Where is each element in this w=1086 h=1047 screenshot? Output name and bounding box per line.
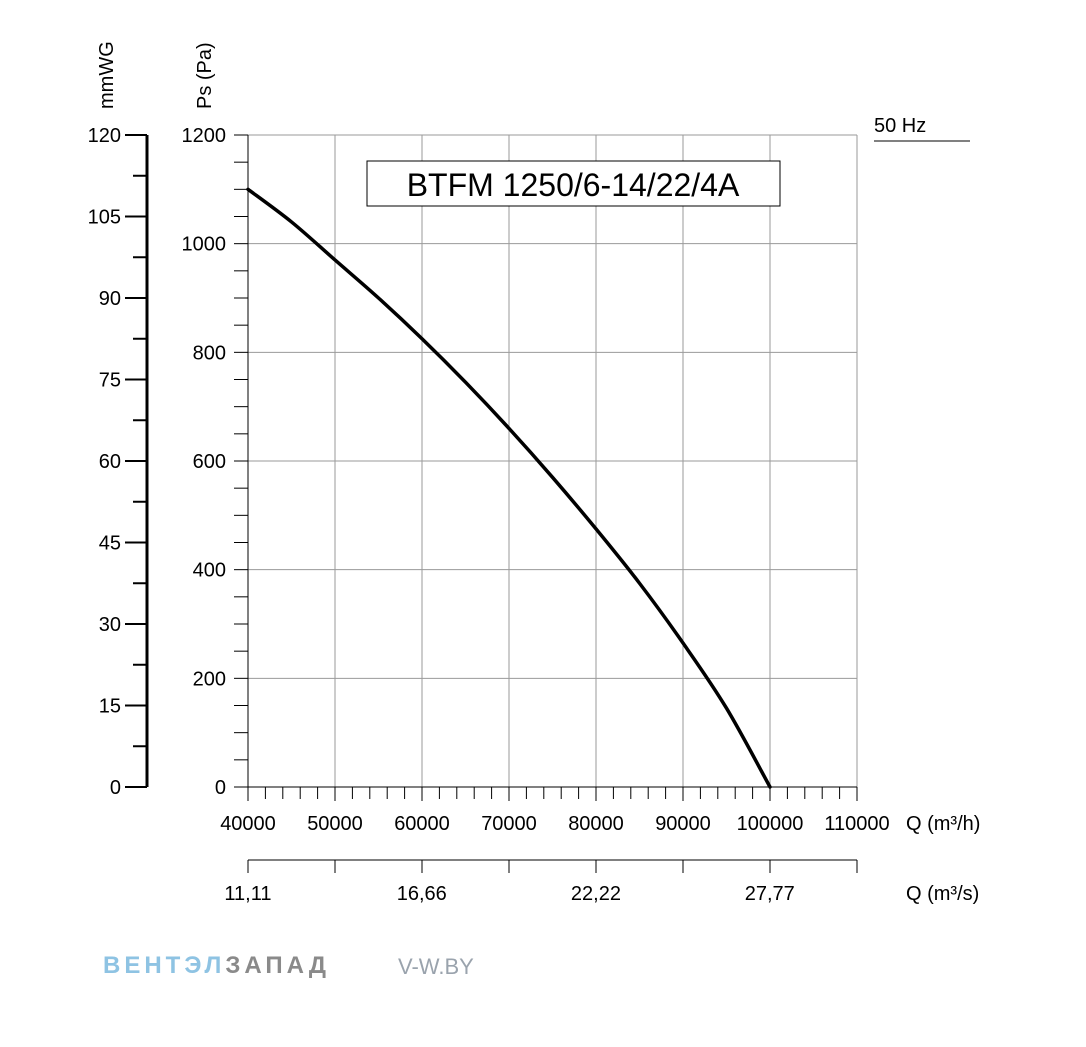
y-secondary-tick-label: 30 xyxy=(99,614,121,636)
watermark-brand: ВЕНТЭЛЗАПАД xyxy=(103,952,330,980)
title-box xyxy=(366,160,781,207)
y-tick-label: 600 xyxy=(193,451,226,473)
y-tick-label: 1200 xyxy=(182,125,227,147)
x-axis-label-secondary: Q (m³/s) xyxy=(906,883,979,905)
watermark-brand-part2: ЗАПАД xyxy=(225,952,330,979)
watermark-brand-part1: ВЕНТЭЛ xyxy=(103,952,226,979)
x-tick-label: 80000 xyxy=(568,813,624,835)
x-tick-label: 70000 xyxy=(481,813,537,835)
y-secondary-tick-label: 105 xyxy=(88,207,121,229)
x-tick-label: 100000 xyxy=(737,813,804,835)
fan-curve-line xyxy=(246,187,772,789)
y-secondary-tick-label: 75 xyxy=(99,370,121,392)
x-secondary-tick-label: 11,11 xyxy=(224,883,271,905)
y-secondary-tick-label: 60 xyxy=(99,451,121,473)
y-secondary-tick-label: 15 xyxy=(99,696,121,718)
y-tick-label: 400 xyxy=(193,560,226,582)
frequency-label: 50 Hz xyxy=(874,115,926,137)
y-secondary-tick-label: 45 xyxy=(99,533,121,555)
x-tick-label: 50000 xyxy=(307,813,363,835)
y-axis-label: Ps (Pa) xyxy=(194,42,216,109)
x-secondary-tick-label: 22,22 xyxy=(571,883,621,905)
y-axis-label-secondary: mmWG xyxy=(96,41,118,109)
series xyxy=(246,187,772,789)
x-tick-label: 60000 xyxy=(394,813,450,835)
chart-title: BTFM 1250/6-14/22/4A xyxy=(407,167,740,203)
x-tick-label: 110000 xyxy=(824,813,889,835)
y-tick-label: 800 xyxy=(193,342,226,364)
y-tick-label: 1000 xyxy=(182,234,227,256)
x-axis-label: Q (m³/h) xyxy=(906,813,980,835)
y-secondary-tick-label: 90 xyxy=(99,288,121,310)
y-tick-label: 200 xyxy=(193,668,226,690)
watermark-site: V-W.BY xyxy=(398,954,474,979)
x-tick-label: 90000 xyxy=(655,813,711,835)
x-tick-label: 40000 xyxy=(220,813,276,835)
x-secondary-tick-label: 16,66 xyxy=(397,883,447,905)
y-tick-label: 0 xyxy=(215,777,226,799)
y-secondary-tick-label: 120 xyxy=(88,125,121,147)
y-secondary-tick-label: 0 xyxy=(110,777,121,799)
grid xyxy=(247,134,858,788)
x-secondary-tick-label: 27,77 xyxy=(745,883,795,905)
